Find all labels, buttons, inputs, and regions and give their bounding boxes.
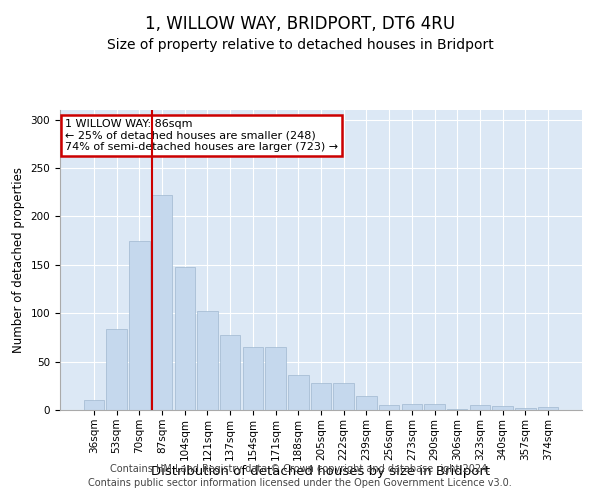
Bar: [288, 375, 308, 410]
Bar: [265, 347, 286, 410]
Bar: [152, 195, 172, 410]
Bar: [106, 328, 127, 410]
Bar: [470, 405, 490, 410]
Bar: [334, 383, 354, 410]
Bar: [424, 404, 445, 410]
X-axis label: Distribution of detached houses by size in Bridport: Distribution of detached houses by size …: [151, 466, 491, 478]
Bar: [379, 405, 400, 410]
Bar: [84, 400, 104, 410]
Text: Size of property relative to detached houses in Bridport: Size of property relative to detached ho…: [107, 38, 493, 52]
Text: Contains HM Land Registry data © Crown copyright and database right 2024.
Contai: Contains HM Land Registry data © Crown c…: [88, 464, 512, 487]
Y-axis label: Number of detached properties: Number of detached properties: [12, 167, 25, 353]
Bar: [356, 396, 377, 410]
Bar: [538, 407, 558, 410]
Text: 1, WILLOW WAY, BRIDPORT, DT6 4RU: 1, WILLOW WAY, BRIDPORT, DT6 4RU: [145, 15, 455, 33]
Text: 1 WILLOW WAY: 86sqm
← 25% of detached houses are smaller (248)
74% of semi-detac: 1 WILLOW WAY: 86sqm ← 25% of detached ho…: [65, 119, 338, 152]
Bar: [493, 406, 513, 410]
Bar: [220, 334, 241, 410]
Bar: [447, 409, 467, 410]
Bar: [242, 347, 263, 410]
Bar: [401, 404, 422, 410]
Bar: [311, 383, 331, 410]
Bar: [129, 240, 149, 410]
Bar: [197, 312, 218, 410]
Bar: [515, 408, 536, 410]
Bar: [175, 267, 195, 410]
